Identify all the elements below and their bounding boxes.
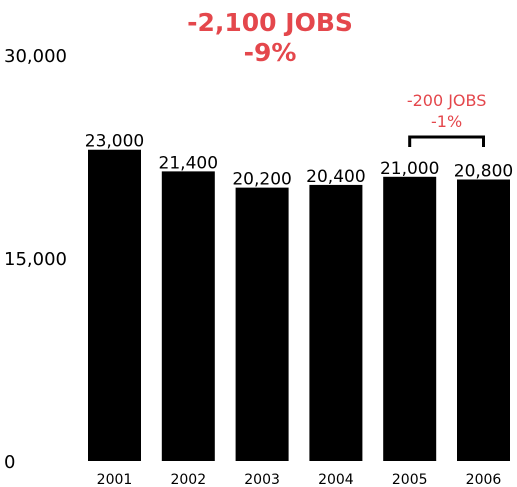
data-labels: 23,000 21,400 20,200 20,400 21,000 20,800 bbox=[85, 132, 513, 190]
x-tick-label-2006: 2006 bbox=[466, 472, 502, 487]
x-tick-label-2001: 2001 bbox=[97, 472, 133, 487]
x-tick-label-2005: 2005 bbox=[392, 472, 428, 487]
x-tick-label-2002: 2002 bbox=[170, 472, 206, 487]
annotation-line-1: -200 JOBS bbox=[407, 91, 487, 110]
bar-2004 bbox=[309, 184, 363, 462]
bar-2002 bbox=[161, 171, 215, 462]
annotation: -200 JOBS -1% bbox=[407, 91, 487, 147]
chart-subtitle: -9% bbox=[244, 38, 297, 67]
data-label-2004: 20,400 bbox=[306, 167, 365, 187]
data-label-2003: 20,200 bbox=[232, 170, 291, 190]
y-tick-label-0: 0 bbox=[4, 452, 15, 473]
bar-2006 bbox=[457, 179, 510, 462]
x-tick-label-2003: 2003 bbox=[244, 472, 280, 487]
y-tick-label-30-000: 30,000 bbox=[4, 46, 67, 67]
annotation-line-2: -1% bbox=[431, 112, 462, 131]
bar-2001 bbox=[88, 149, 141, 461]
bar-2005 bbox=[383, 176, 437, 462]
bar-2003 bbox=[235, 187, 289, 462]
x-axis: 2001 2002 2003 2004 2005 2006 bbox=[97, 472, 502, 487]
annotation-bracket bbox=[408, 135, 485, 147]
data-label-2002: 21,400 bbox=[159, 153, 218, 173]
x-tick-label-2004: 2004 bbox=[318, 472, 354, 487]
data-label-2001: 23,000 bbox=[85, 132, 144, 152]
data-label-2005: 21,000 bbox=[380, 159, 439, 179]
bars bbox=[88, 149, 510, 462]
y-tick-label-15-000: 15,000 bbox=[4, 249, 67, 270]
y-axis: 0 15,000 30,000 bbox=[4, 46, 67, 473]
chart-title: -2,100 JOBS bbox=[187, 8, 353, 37]
data-label-2006: 20,800 bbox=[454, 162, 513, 182]
